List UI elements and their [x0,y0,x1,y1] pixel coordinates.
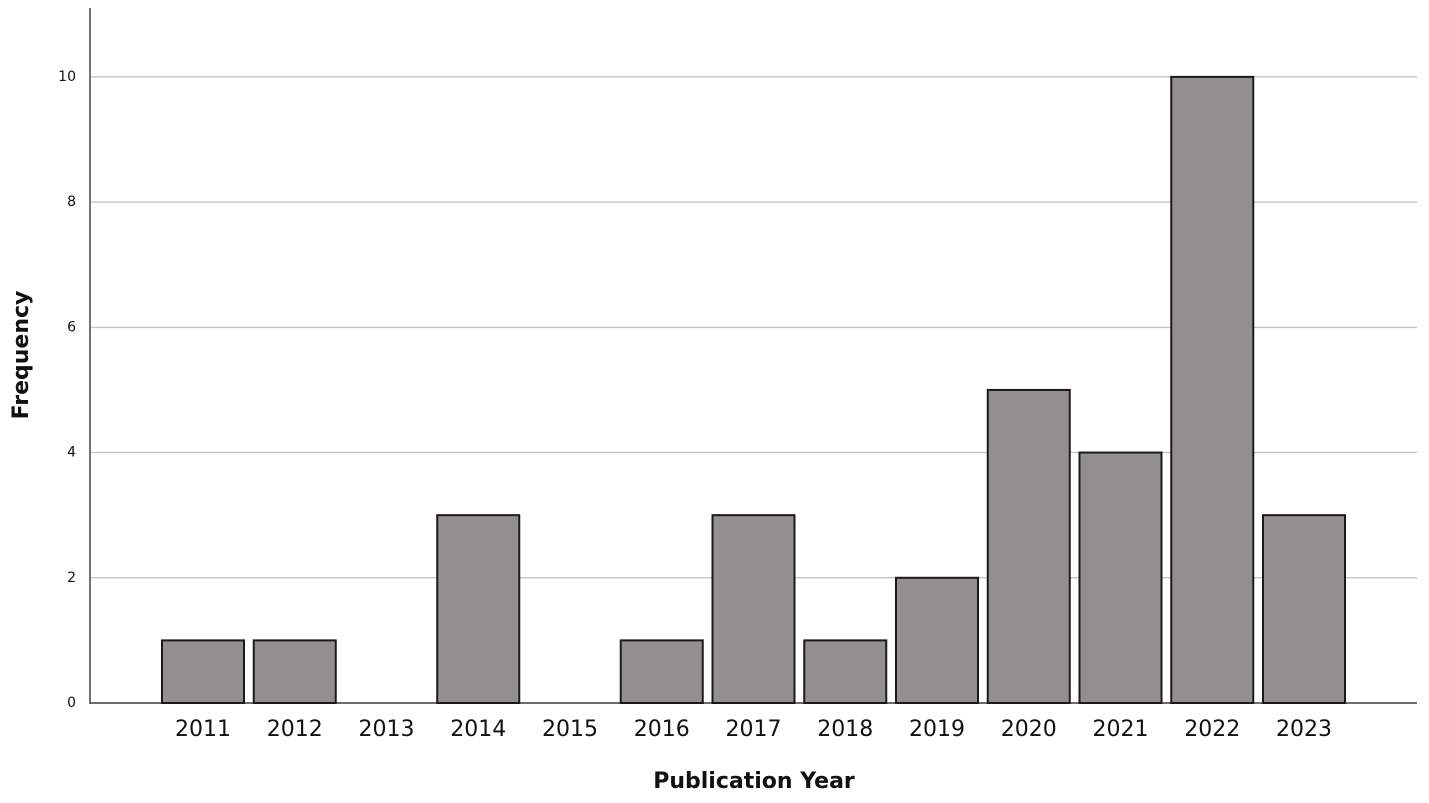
y-tick-label: 4 [67,445,76,461]
y-tick-label: 2 [67,570,76,586]
y-tick-label: 8 [67,194,76,210]
x-tick-label: 2016 [634,717,690,742]
bar [619,639,704,705]
y-tick-label: 0 [67,695,76,711]
x-axis-title: Publication Year [653,769,855,794]
x-tick-label: 2023 [1276,717,1332,742]
x-tick-label: 2019 [909,717,965,742]
y-axis-title: Frequency [9,291,34,420]
x-tick-label: 2021 [1093,717,1149,742]
bar [711,514,796,705]
x-tick-label: 2020 [1001,717,1057,742]
x-tick-label: 2012 [267,717,323,742]
x-tick-label: 2013 [359,717,415,742]
bar [895,576,979,705]
bar [803,639,888,705]
y-tick-label: 10 [58,69,76,85]
bar [1078,451,1163,705]
y-tick-label: 6 [67,319,76,335]
x-tick-label: 2022 [1184,717,1240,742]
bar [1170,75,1255,704]
bar [436,514,521,705]
x-tick-label: 2015 [542,717,598,742]
bar [1262,514,1346,705]
bar [986,388,1071,704]
x-tick-label: 2018 [817,717,873,742]
x-tick-label: 2011 [175,717,231,742]
x-tick-label: 2014 [450,717,506,742]
bar [161,639,245,705]
bar [252,639,337,705]
x-tick-label: 2017 [726,717,782,742]
